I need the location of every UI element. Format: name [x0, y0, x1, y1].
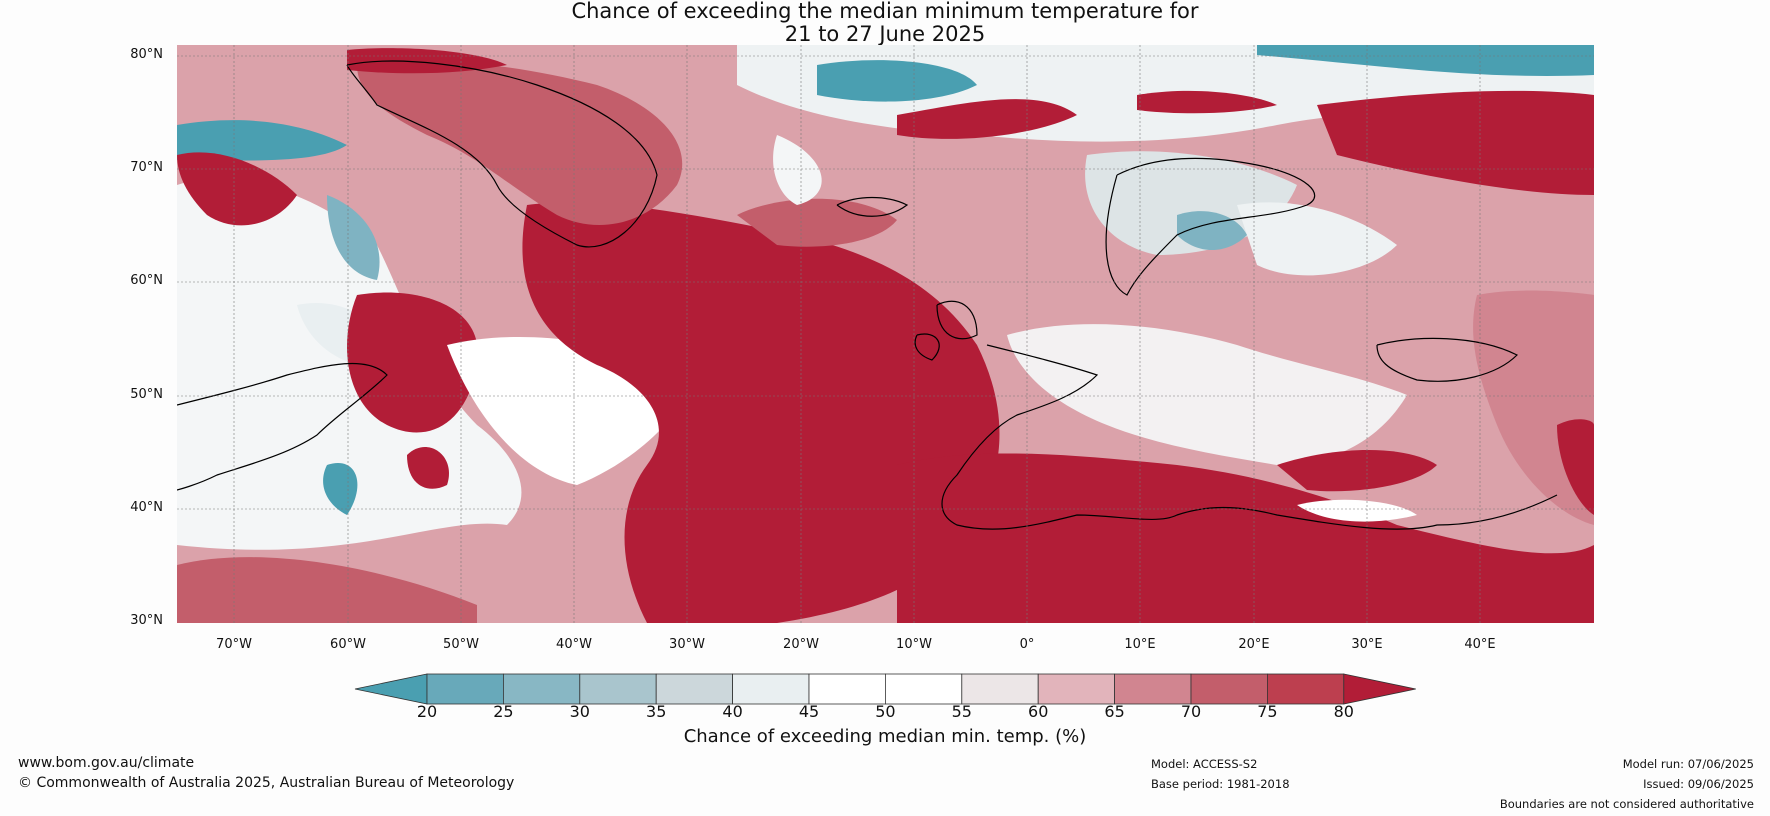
model-run-text: Model run: 07/06/2025	[1622, 757, 1754, 771]
colorbar-segment	[732, 673, 810, 705]
lat-label: 50°N	[130, 387, 163, 402]
map-title-line2: 21 to 27 June 2025	[784, 22, 986, 46]
lon-label: 30°W	[669, 637, 705, 652]
lon-label: 0°	[1019, 637, 1035, 652]
lat-label: 30°N	[130, 613, 163, 628]
lon-label: 10°E	[1124, 637, 1156, 652]
lon-label: 30°E	[1351, 637, 1383, 652]
colorbar-extend-high	[1343, 673, 1416, 705]
colorbar-segment	[1037, 673, 1115, 705]
base-period-text: Base period: 1981-2018	[1151, 777, 1290, 791]
colorbar-tick-label: 40	[722, 702, 743, 721]
colorbar-tick-label: 35	[646, 702, 667, 721]
issued-text: Issued: 09/06/2025	[1643, 777, 1754, 791]
colorbar-segment	[1267, 673, 1345, 705]
colorbar-tick-label: 55	[951, 702, 972, 721]
colorbar-segment	[1114, 673, 1192, 705]
colorbar-segment	[502, 673, 581, 705]
lon-label: 70°W	[216, 637, 252, 652]
lon-label: 60°W	[330, 637, 366, 652]
lat-label: 70°N	[130, 160, 163, 175]
colorbar-tick-label: 60	[1028, 702, 1049, 721]
probability-map	[177, 45, 1594, 623]
lon-label: 20°W	[783, 637, 819, 652]
website-link[interactable]: www.bom.gov.au/climate	[18, 755, 195, 771]
copyright-text: © Commonwealth of Australia 2025, Austra…	[18, 775, 515, 791]
colorbar-segment	[961, 673, 1039, 705]
colorbar-tick-label: 80	[1333, 702, 1354, 721]
colorbar-segment	[655, 673, 734, 705]
colorbar-label: Chance of exceeding median min. temp. (%…	[683, 726, 1087, 747]
colorbar-tick-label: 75	[1257, 702, 1278, 721]
lon-label: 40°E	[1464, 637, 1496, 652]
colorbar-extend-low	[354, 673, 428, 705]
colorbar-segment	[579, 673, 657, 705]
colorbar-segment	[426, 673, 504, 705]
model-text: Model: ACCESS-S2	[1151, 757, 1258, 771]
colorbar-tick-label: 25	[493, 702, 514, 721]
colorbar-tick-label: 20	[416, 702, 438, 721]
colorbar-tick-label: 50	[875, 702, 896, 721]
lon-label: 40°W	[556, 637, 592, 652]
lon-label: 10°W	[896, 637, 932, 652]
lat-label: 80°N	[130, 47, 163, 62]
colorbar-tick-label: 45	[798, 702, 820, 721]
colorbar-tick-label: 70	[1180, 702, 1202, 721]
colorbar-segment	[885, 673, 963, 705]
lat-label: 40°N	[130, 500, 163, 515]
colorbar	[354, 673, 1416, 705]
colorbar-segment	[1190, 673, 1268, 705]
colorbar-tick-label: 65	[1104, 702, 1125, 721]
lon-label: 20°E	[1238, 637, 1270, 652]
disclaimer-text: Boundaries are not considered authoritat…	[1499, 797, 1754, 811]
lon-label: 50°W	[443, 637, 479, 652]
colorbar-segment	[808, 673, 886, 705]
lat-label: 60°N	[130, 273, 163, 288]
colorbar-tick-label: 30	[569, 702, 590, 721]
map-title-line1: Chance of exceeding the median minimum t…	[571, 0, 1199, 23]
graticule	[177, 45, 1594, 623]
